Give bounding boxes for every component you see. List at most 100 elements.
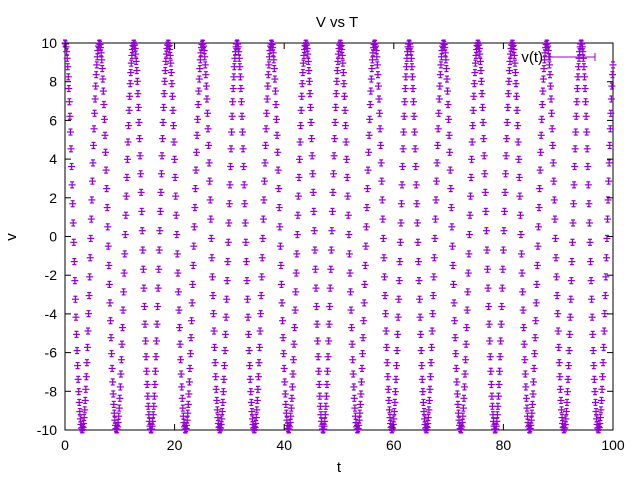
data-point xyxy=(442,56,450,64)
data-point xyxy=(447,185,455,193)
data-point xyxy=(471,68,479,77)
data-point xyxy=(274,148,282,156)
data-point xyxy=(313,302,321,311)
y-tick-label: 2 xyxy=(49,190,57,206)
data-point xyxy=(211,343,219,351)
data-point xyxy=(367,87,375,95)
data-point xyxy=(533,280,541,288)
data-point xyxy=(219,398,227,407)
data-point xyxy=(538,115,546,123)
data-point xyxy=(480,135,488,143)
data-point xyxy=(465,250,473,258)
data-point xyxy=(87,234,95,243)
data-point xyxy=(170,122,178,130)
data-point xyxy=(511,59,519,67)
data-point xyxy=(247,388,255,396)
data-point xyxy=(281,390,289,398)
data-point xyxy=(430,273,438,281)
x-axis-label: t xyxy=(337,459,342,476)
data-point xyxy=(413,200,421,208)
data-point xyxy=(500,227,508,235)
data-point xyxy=(450,299,458,307)
data-point xyxy=(152,353,160,361)
data-point xyxy=(485,302,493,311)
data-point xyxy=(466,211,474,219)
data-point xyxy=(407,48,415,56)
data-point xyxy=(467,192,475,200)
data-point xyxy=(551,234,559,243)
data-point xyxy=(548,109,556,117)
data-point xyxy=(256,327,264,335)
data-point xyxy=(436,71,444,79)
data-point xyxy=(292,288,300,296)
data-point xyxy=(154,284,162,292)
data-point xyxy=(570,181,578,189)
data-point xyxy=(140,284,148,292)
data-point xyxy=(178,394,186,402)
data-point xyxy=(212,373,220,381)
data-point xyxy=(296,155,304,163)
data-point xyxy=(103,185,111,193)
data-point xyxy=(109,378,117,386)
data-point xyxy=(536,166,544,174)
data-point xyxy=(487,367,495,375)
data-point xyxy=(170,138,178,146)
data-point xyxy=(360,317,368,325)
data-point xyxy=(459,404,467,412)
data-point xyxy=(393,361,401,370)
data-point xyxy=(469,122,477,130)
data-point xyxy=(364,166,372,174)
data-point xyxy=(101,131,109,139)
data-point xyxy=(223,277,231,285)
data-point xyxy=(309,188,317,196)
data-point xyxy=(419,398,427,407)
data-point xyxy=(256,343,264,351)
data-point xyxy=(443,75,451,83)
data-point xyxy=(532,299,540,307)
data-point xyxy=(347,306,355,314)
data-point xyxy=(484,284,492,292)
data-point xyxy=(70,238,78,246)
data-point xyxy=(343,173,351,182)
data-point xyxy=(124,138,132,146)
data-point xyxy=(160,90,168,98)
data-point xyxy=(277,280,285,288)
data-point xyxy=(105,261,113,270)
data-point xyxy=(506,57,514,66)
data-point xyxy=(238,112,246,120)
data-point xyxy=(253,406,261,414)
data-point xyxy=(391,388,399,396)
data-point xyxy=(103,203,111,212)
data-point xyxy=(522,394,530,402)
data-point xyxy=(564,375,572,383)
data-point xyxy=(426,385,434,393)
data-point xyxy=(118,340,126,348)
data-point xyxy=(516,211,524,219)
data-point xyxy=(176,324,184,332)
data-point xyxy=(254,385,262,393)
data-point xyxy=(588,313,596,321)
data-point xyxy=(172,192,180,200)
data-point xyxy=(119,324,127,332)
data-point xyxy=(299,68,307,77)
data-point xyxy=(142,353,150,361)
data-point xyxy=(445,131,453,139)
data-point xyxy=(115,412,123,420)
data-point xyxy=(523,404,531,412)
data-point xyxy=(245,346,253,355)
data-point xyxy=(69,219,77,227)
data-point xyxy=(477,77,485,85)
data-point xyxy=(153,337,161,345)
data-point xyxy=(229,98,237,106)
data-point xyxy=(282,409,290,417)
data-point xyxy=(211,359,219,367)
data-point xyxy=(488,392,496,400)
data-point xyxy=(417,330,425,338)
data-point xyxy=(433,159,441,167)
data-point xyxy=(279,334,287,342)
data-point xyxy=(574,73,582,81)
data-point xyxy=(512,80,520,88)
data-point xyxy=(410,112,418,120)
data-point xyxy=(600,343,608,351)
data-point xyxy=(243,277,251,285)
